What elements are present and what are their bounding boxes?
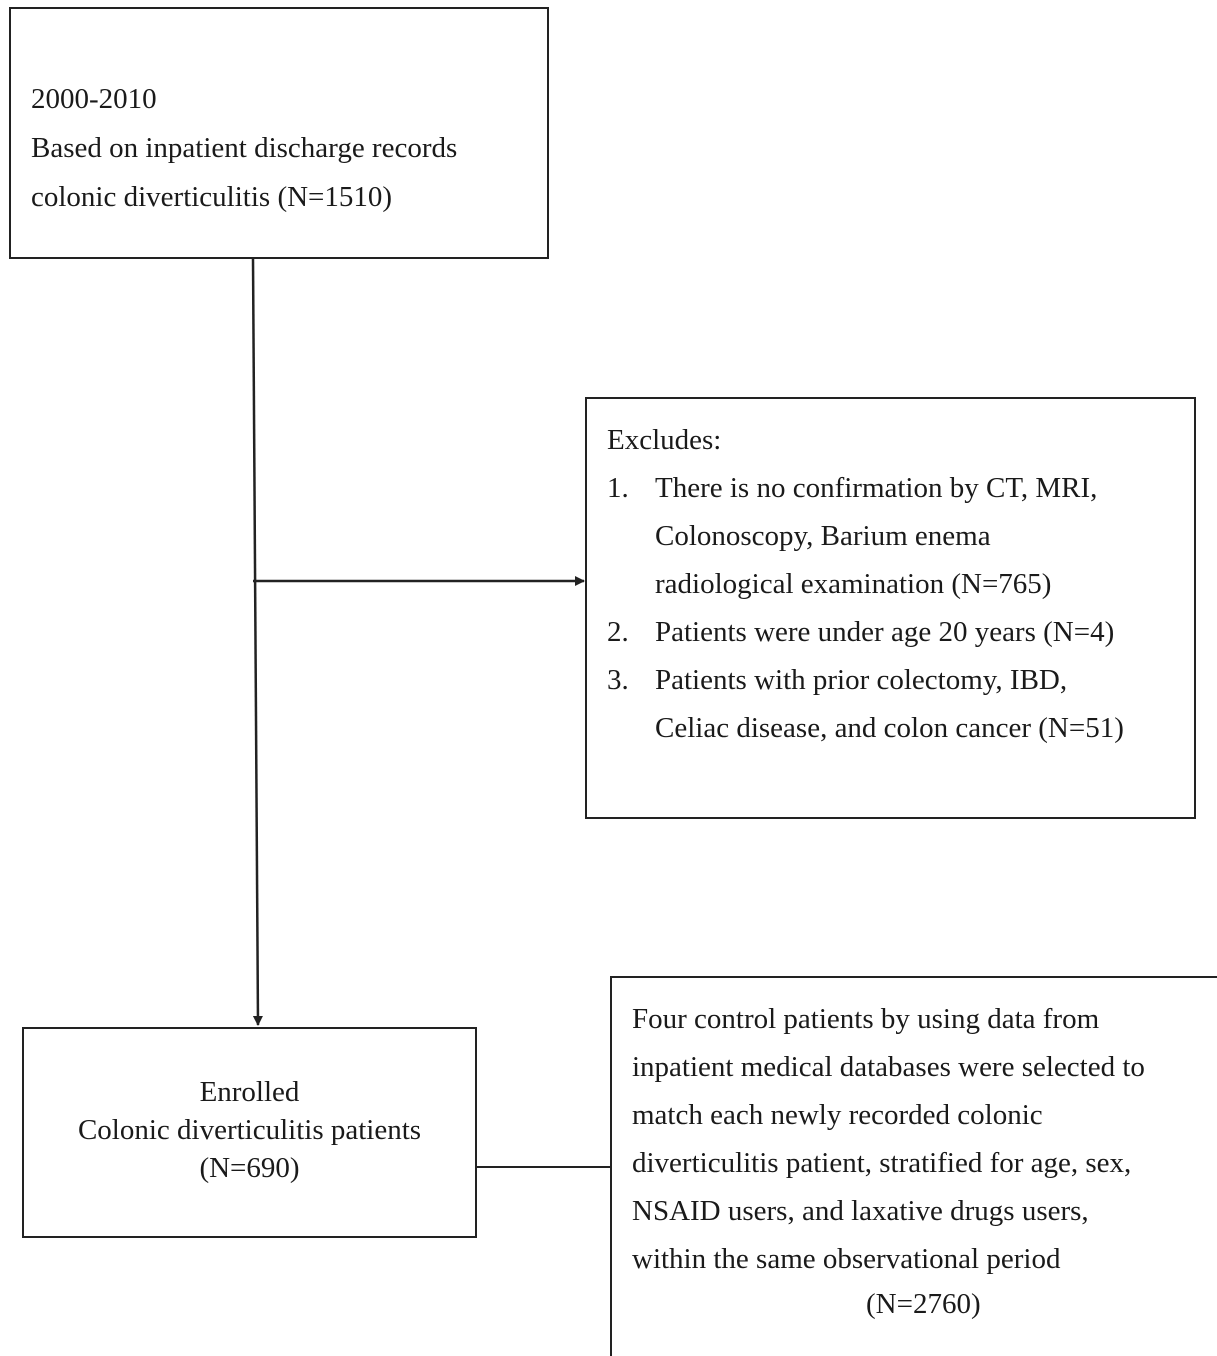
enrolled-label: Enrolled [200, 1073, 300, 1111]
exclusion-item-text: Patients with prior colectomy, IBD, [655, 656, 1124, 704]
control-text-line: diverticulitis patient, stratified for a… [632, 1139, 1217, 1187]
control-text-line: within the same observational period [632, 1235, 1217, 1283]
exclusion-item-text: Patients were under age 20 years (N=4) [655, 608, 1114, 656]
control-text-line: NSAID users, and laxative drugs users, [632, 1187, 1217, 1235]
exclusion-item-number: 2. [607, 608, 655, 656]
exclusion-item-number: 3. [607, 656, 655, 752]
control-patients-box: Four control patients by using data from… [610, 976, 1217, 1356]
exclusion-item-text: There is no confirmation by CT, MRI, [655, 464, 1097, 512]
source-count: colonic diverticulitis (N=1510) [31, 173, 547, 222]
exclusion-item: 3. Patients with prior colectomy, IBD, C… [607, 656, 1194, 752]
source-basis: Based on inpatient discharge records [31, 124, 547, 173]
source-period: 2000-2010 [31, 75, 547, 124]
control-text-line: inpatient medical databases were selecte… [632, 1043, 1217, 1091]
exclusion-criteria-box: Excludes: 1. There is no confirmation by… [585, 397, 1196, 819]
exclusion-item-number: 1. [607, 464, 655, 608]
exclusion-item-text: radiological examination (N=765) [655, 560, 1097, 608]
control-text-line: match each newly recorded colonic [632, 1091, 1217, 1139]
source-population-box: 2000-2010 Based on inpatient discharge r… [9, 7, 549, 259]
enrolled-description: Colonic diverticulitis patients [78, 1111, 421, 1149]
enrolled-count: (N=690) [199, 1149, 299, 1187]
exclusion-item: 1. There is no confirmation by CT, MRI, … [607, 464, 1194, 608]
exclusion-item-text: Colonoscopy, Barium enema [655, 512, 1097, 560]
exclusion-item-text: Celiac disease, and colon cancer (N=51) [655, 704, 1124, 752]
control-count: (N=2760) [632, 1283, 1217, 1325]
enrolled-patients-box: Enrolled Colonic diverticulitis patients… [22, 1027, 477, 1238]
control-text-line: Four control patients by using data from [632, 995, 1217, 1043]
exclusion-item: 2. Patients were under age 20 years (N=4… [607, 608, 1194, 656]
exclusion-heading: Excludes: [607, 416, 1194, 464]
main-flow-arrow [253, 259, 258, 1025]
